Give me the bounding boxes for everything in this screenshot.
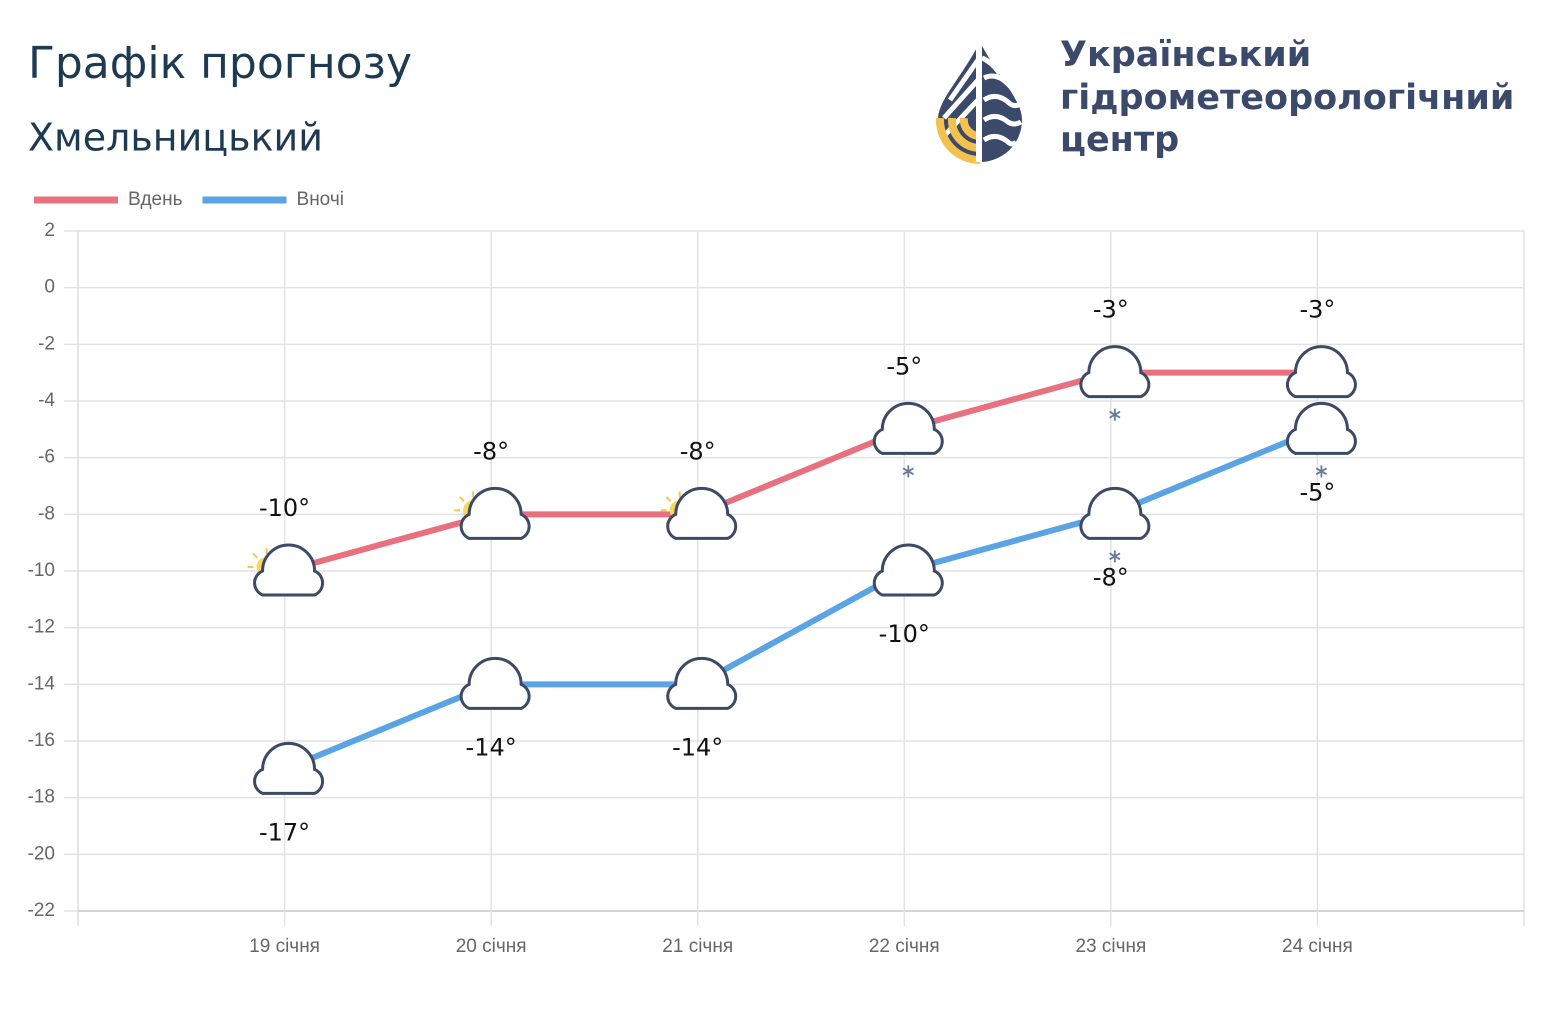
value-label: -8° xyxy=(1093,563,1129,591)
y-tick-label: -18 xyxy=(28,787,55,808)
weather-icon xyxy=(1286,401,1357,478)
value-label: -10° xyxy=(879,620,930,648)
cloud xyxy=(253,543,324,597)
value-label: -5° xyxy=(1299,478,1335,506)
legend-label: Вночі xyxy=(297,189,344,210)
cloud xyxy=(1286,345,1357,399)
y-tick-label: -22 xyxy=(28,900,55,921)
cloud xyxy=(872,401,944,455)
weather-icon xyxy=(247,543,324,597)
value-label: -8° xyxy=(473,437,509,465)
line-series xyxy=(283,426,1319,773)
logo xyxy=(935,40,1023,165)
value-label: -3° xyxy=(1299,296,1335,324)
x-tick-label: 23 січня xyxy=(1075,936,1146,957)
title: Графік прогнозу xyxy=(28,38,412,89)
cloud xyxy=(1079,345,1151,399)
snowflake xyxy=(1315,467,1328,476)
weather-icon xyxy=(1079,486,1151,563)
legend-label: Вдень xyxy=(128,189,183,210)
subtitle: Хмельницький xyxy=(28,116,323,160)
x-tick-label: 19 січня xyxy=(249,936,320,957)
weather-icon xyxy=(660,486,738,540)
cloud xyxy=(666,486,738,540)
y-tick-label: -2 xyxy=(38,333,55,354)
cloud xyxy=(666,656,738,710)
weather-icon xyxy=(1079,345,1151,421)
snowflake xyxy=(902,467,914,476)
logo-text: Український xyxy=(1060,35,1311,75)
weather-icon xyxy=(244,739,324,795)
logo-text: центр xyxy=(1060,120,1179,160)
x-tick-label: 20 січня xyxy=(456,936,527,957)
value-label: -14° xyxy=(672,733,723,761)
y-tick-label: -4 xyxy=(38,390,55,411)
weather-icon xyxy=(864,541,944,597)
y-tick-label: -10 xyxy=(28,560,55,581)
y-tick-label: -14 xyxy=(28,673,56,694)
x-tick-label: 22 січня xyxy=(869,936,940,957)
logo-text: гідрометеорологічний xyxy=(1060,78,1514,118)
y-tick-label: -16 xyxy=(28,730,55,751)
value-label: -14° xyxy=(466,733,517,761)
weather-icon xyxy=(657,654,738,710)
x-tick-label: 24 січня xyxy=(1282,936,1353,957)
y-tick-label: 0 xyxy=(44,277,55,298)
value-label: -10° xyxy=(259,494,310,522)
snowflake xyxy=(1109,410,1121,419)
line-series xyxy=(283,369,1318,574)
weather-icon xyxy=(872,401,944,478)
y-tick-label: -6 xyxy=(38,447,55,468)
value-label: -3° xyxy=(1093,296,1129,324)
weather-icon xyxy=(451,654,531,710)
y-tick-label: 2 xyxy=(44,220,55,241)
cloud xyxy=(872,543,944,597)
sun-ray xyxy=(252,552,259,559)
cloud xyxy=(459,656,531,710)
x-tick-label: 21 січня xyxy=(662,936,733,957)
y-tick-label: -12 xyxy=(28,617,55,638)
value-label: -17° xyxy=(259,818,310,846)
y-tick-label: -20 xyxy=(28,843,55,864)
cloud xyxy=(459,486,531,540)
value-label: -8° xyxy=(680,437,716,465)
cloud xyxy=(253,741,324,795)
sun-ray xyxy=(459,496,465,502)
weather-icon xyxy=(454,486,531,540)
snowflake xyxy=(1109,552,1121,561)
y-tick-label: -8 xyxy=(38,503,55,524)
cloud xyxy=(1079,486,1151,540)
sun-ray xyxy=(665,496,672,502)
cloud xyxy=(1286,401,1357,455)
value-label: -5° xyxy=(886,352,922,380)
